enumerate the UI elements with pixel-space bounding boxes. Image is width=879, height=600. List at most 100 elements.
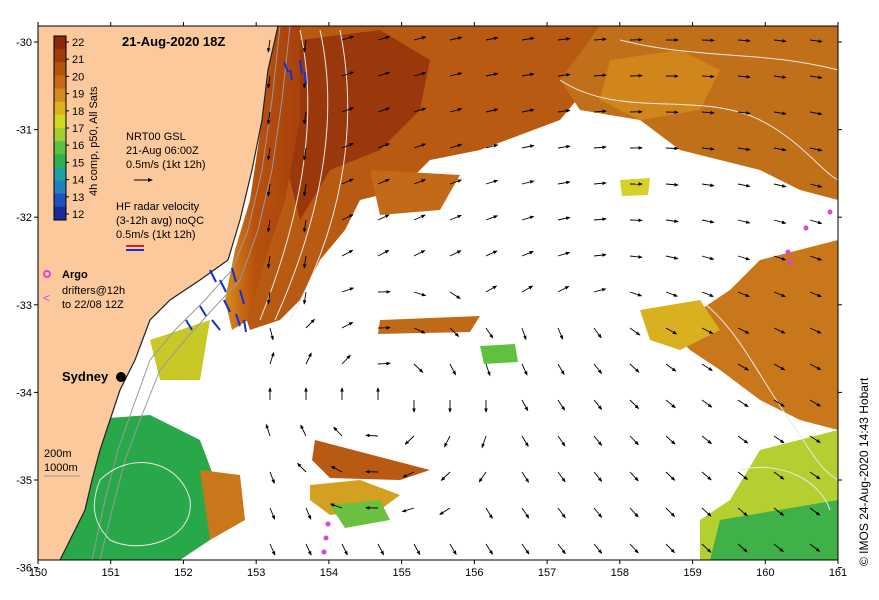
velocity-arrow [557,144,571,149]
velocity-arrow [665,363,677,372]
velocity-arrow [330,465,343,473]
sst-patch-se-green [710,500,838,560]
colorbar: 22 21 20 19 18 17 16 15 14 13 12 4h comp, p50, All … [53,35,100,221]
velocity-arrow [737,435,749,444]
velocity-arrow [773,255,787,261]
velocity-arrow [521,108,535,113]
velocity-arrow [478,471,487,483]
velocity-arrow [773,183,787,188]
velocity-arrow [557,327,564,340]
velocity-arrow [809,255,823,261]
velocity-arrow [665,291,679,297]
x-tick-label: 154 [320,567,338,579]
velocity-arrow [402,471,415,478]
velocity-arrow [413,327,426,334]
velocity-arrow [300,424,307,437]
x-tick-label: 156 [465,567,483,579]
australia-land [38,26,278,560]
velocity-arrow [269,351,275,365]
legend-hf-title: HF radar velocity [116,201,200,213]
velocity-arrow [341,71,355,77]
velocity-arrow [737,219,751,224]
colorbar-swatch [54,101,66,116]
velocity-arrow [737,327,750,334]
x-tick-label: 155 [392,567,410,579]
velocity-arrow [773,75,787,79]
velocity-arrow [341,214,354,221]
velocity-arrow [302,147,307,161]
velocity-arrow [593,109,607,114]
gsl-velocity-arrows [265,35,823,556]
velocity-arrow [701,435,713,445]
legend-depth-1000: 1000m [44,462,78,474]
sst-patch-east [670,240,838,430]
velocity-arrow [521,72,535,77]
velocity-arrow [809,219,823,225]
velocity-arrow [593,471,603,482]
velocity-arrow [341,178,354,185]
velocity-arrow [629,291,643,297]
velocity-arrow [485,327,494,339]
colorbar-swatch [54,154,66,168]
colorbar-tick-label: 21 [72,54,84,66]
velocity-arrow [341,354,351,365]
velocity-arrow [377,178,390,185]
colorbar-tick-label: 14 [72,175,84,187]
sst-patch-strip [378,316,480,334]
isobath-1000m [99,25,291,561]
plot-frame [37,25,839,561]
velocity-arrow [439,507,451,516]
sst-patch-green-small [480,344,518,364]
velocity-arrow [593,181,607,186]
velocity-arrow [329,503,343,509]
colorbar-tick-label: 12 [72,209,84,221]
velocity-arrow [665,146,679,151]
velocity-arrow [773,363,786,371]
x-tick-label: 157 [538,567,556,579]
velocity-arrow [557,471,566,483]
velocity-arrow [341,543,348,556]
velocity-arrow [557,543,566,555]
velocity-arrow [629,543,639,554]
velocity-arrow [593,507,603,518]
velocity-arrow [269,507,276,520]
city-label-sydney: Sydney [62,369,109,384]
coastline [59,25,279,561]
colorbar-tick-label: 19 [72,89,84,101]
x-tick-label: 152 [174,567,192,579]
velocity-arrow [266,255,271,269]
velocity-arrow [413,107,427,113]
legend-hf-avg: (3-12h avg) noQC [116,215,204,227]
velocity-arrow [485,363,491,377]
velocity-arrow [265,423,271,437]
velocity-arrow [413,36,427,41]
y-tick-label: -36 [16,563,32,575]
velocity-arrow [449,291,461,300]
velocity-arrow [269,543,276,556]
velocity-arrow [593,435,603,446]
velocity-arrow [809,363,822,371]
velocity-arrow [665,507,676,518]
velocity-arrow [773,147,787,152]
velocity-arrow [266,39,271,53]
velocity-arrow [773,435,785,444]
velocity-arrow [485,543,493,555]
velocity-arrow [521,435,529,448]
y-tick-label: -35 [16,475,32,487]
velocity-arrow [266,75,271,89]
velocity-arrow [413,214,426,221]
velocity-arrow [404,435,415,445]
velocity-arrow [485,507,493,520]
velocity-arrow [809,471,821,480]
velocity-arrow [413,71,427,77]
velocity-arrow [701,471,712,481]
velocity-arrow [557,251,571,257]
colorbar-tick-label: 13 [72,192,84,204]
sst-patch-cold-warm [200,470,245,540]
y-tick-label: -33 [16,300,32,312]
velocity-arrow [665,435,676,445]
argo-drifters [321,209,833,555]
velocity-arrow [302,183,307,197]
velocity-arrow [737,471,749,480]
